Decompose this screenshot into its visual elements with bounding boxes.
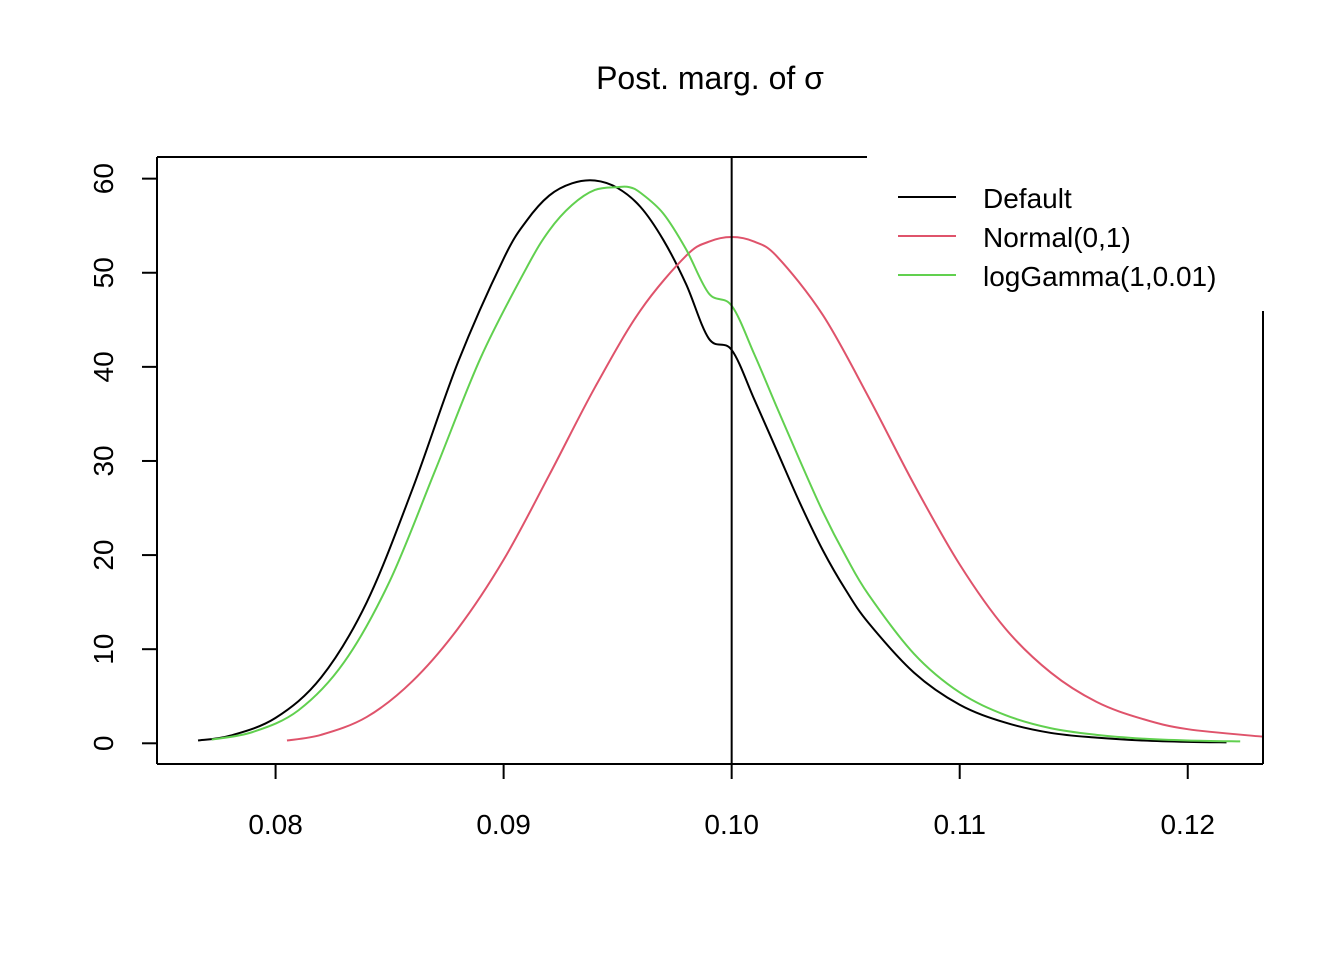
x-axis: 0.08 0.09 0.10 0.11 0.12 <box>248 763 1215 840</box>
legend-label-2: logGamma(1,0.01) <box>983 261 1216 292</box>
y-axis: 0 10 20 30 40 50 60 <box>88 163 158 752</box>
y-tick-label-1: 10 <box>88 634 119 665</box>
series-line-1 <box>286 235 1264 742</box>
x-tick-label-0: 0.08 <box>248 809 303 840</box>
y-tick-label-3: 30 <box>88 445 119 476</box>
series-line-2 <box>211 185 1241 743</box>
y-tick-label-5: 50 <box>88 257 119 288</box>
chart-title: Post. marg. of σ <box>596 60 824 96</box>
y-tick-label-2: 20 <box>88 540 119 571</box>
x-tick-label-2: 0.10 <box>704 809 759 840</box>
legend-label-0: Default <box>983 183 1072 214</box>
legend-label-1: Normal(0,1) <box>983 222 1131 253</box>
x-tick-label-4: 0.12 <box>1160 809 1215 840</box>
series-line-0 <box>197 179 1227 744</box>
x-tick-label-3: 0.11 <box>933 809 985 840</box>
y-tick-label-4: 40 <box>88 351 119 382</box>
legend-box <box>867 155 1265 311</box>
y-tick-label-6: 60 <box>88 163 119 194</box>
y-tick-label-0: 0 <box>88 736 119 752</box>
legend: Default Normal(0,1) logGamma(1,0.01) <box>867 155 1265 311</box>
x-tick-label-1: 0.09 <box>476 809 531 840</box>
